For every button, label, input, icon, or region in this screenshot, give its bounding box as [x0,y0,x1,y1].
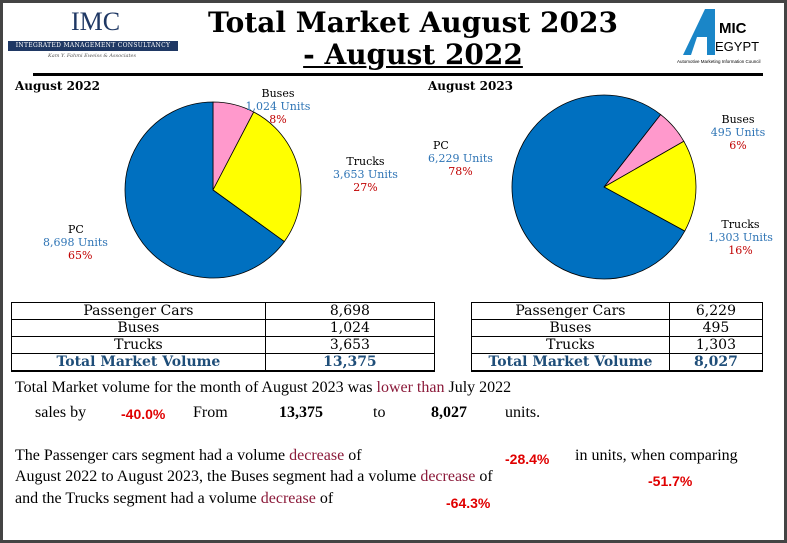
cell: 6,229 [668,302,764,320]
cell: Passenger Cars [11,302,266,320]
text: decrease [260,490,316,507]
label: Buses [261,87,295,100]
value-from: 13,375 [279,404,323,421]
table-row: Trucks 1,303 [471,336,764,354]
text: Total Market volume for the month of Aug… [15,379,377,396]
label: 78% [448,165,473,178]
imc-logo-bar: INTEGRATED MANAGEMENT CONSULTANCY [8,41,178,51]
label: Trucks [346,155,385,168]
amic-logo: MIC EGYPT Automotive Marketing Informati… [677,9,761,64]
label: 1,024 Units [245,100,311,113]
label: Trucks [721,218,760,231]
text: decrease [420,468,476,485]
cell: Total Market Volume [11,353,266,372]
text: lower than [376,379,445,396]
value-to: 8,027 [431,404,467,421]
summary-p3: and the Trucks segment had a volume decr… [15,490,333,508]
label: 1,303 Units [708,231,773,244]
text: of [315,490,334,507]
label: 6% [729,139,747,152]
label: 8% [269,113,287,126]
cell: Trucks [471,336,670,354]
cell: Trucks [11,336,266,354]
text: units. [505,404,541,421]
cell: 8,027 [668,353,764,372]
pie-charts [124,94,697,280]
header-rule [33,73,763,76]
text: of [344,447,362,464]
label: 3,653 Units [333,168,398,181]
cell: 1,303 [668,336,764,354]
cell: 3,653 [264,336,436,354]
page: IMC INTEGRATED MANAGEMENT CONSULTANCY Ka… [3,3,784,540]
label: PC [433,139,449,152]
chart-label-2023: August 2023 [428,79,514,93]
table-row: Passenger Cars 6,229 [471,302,764,320]
pie-slice-pc [124,101,285,279]
table-row: Buses 1,024 [11,319,436,337]
cell: Buses [11,319,266,337]
label: 8,698 Units [43,236,108,249]
imc-logo: IMC [71,7,121,36]
svg-text:MIC: MIC [719,20,747,37]
text: decrease [289,447,345,464]
table-row: Trucks 3,653 [11,336,436,354]
text: From [193,404,228,421]
page-title: Total Market August 2023- August 2022 [203,7,623,71]
text: of [475,468,493,485]
label: Buses [721,113,755,126]
text: sales by [35,404,87,421]
pie-slice-pc [511,94,686,280]
text: to [373,404,386,421]
svg-text:EGYPT: EGYPT [715,39,759,54]
change-total: -40.0% [121,406,166,422]
cell: 13,375 [264,353,436,372]
cell: Buses [471,319,670,337]
label: 27% [353,181,378,194]
cell: Passenger Cars [471,302,670,320]
text: and the Trucks segment had a volume [15,490,261,507]
change-pc: -28.4% [505,451,550,467]
summary-p2: August 2022 to August 2023, the Buses se… [15,468,493,486]
pie-slice-trucks [212,111,302,243]
summary-line-1: Total Market volume for the month of Aug… [15,379,511,397]
table-total-row: Total Market Volume 8,027 [471,353,764,372]
label: 495 Units [710,126,766,139]
table-row: Buses 495 [471,319,764,337]
cell: Total Market Volume [471,353,670,372]
table-2023: Passenger Cars 6,229 Buses 495 Trucks 1,303… [471,302,764,372]
pie-slice-trucks [603,140,697,232]
change-trucks: -64.3% [446,495,491,511]
text: in units, when comparing [575,447,738,464]
table-total-row: Total Market Volume 13,375 [11,353,436,372]
title-line-2: - August 2022 [303,38,523,71]
text: August 2022 to August 2023, the Buses se… [15,468,421,485]
title-line-1: Total Market August 2023 [208,6,618,39]
label: 16% [728,244,753,257]
label: 6,229 Units [428,152,493,165]
svg-text:Automotive Marketing Informati: Automotive Marketing Information Council [677,59,761,64]
change-buses: -51.7% [648,473,693,489]
table-row: Passenger Cars 8,698 [11,302,436,320]
imc-logo-sub: Kam Y. Fahmi Eweiss & Associates [48,53,137,59]
cell: 495 [668,319,764,337]
table-2022: Passenger Cars 8,698 Buses 1,024 Trucks 3,6… [11,302,436,372]
label: PC [68,223,84,236]
text: The Passenger cars segment had a volume [15,447,290,464]
text: July 2022 [444,379,512,396]
cell: 1,024 [264,319,436,337]
summary-p1: The Passenger cars segment had a volume … [15,447,362,465]
cell: 8,698 [264,302,436,320]
chart-label-2022: August 2022 [15,79,101,93]
label: 65% [68,249,93,262]
